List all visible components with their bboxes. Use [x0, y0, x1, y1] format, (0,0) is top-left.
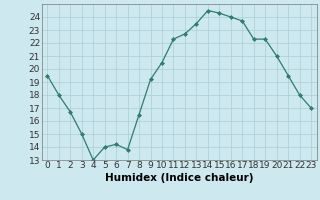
X-axis label: Humidex (Indice chaleur): Humidex (Indice chaleur): [105, 173, 253, 183]
